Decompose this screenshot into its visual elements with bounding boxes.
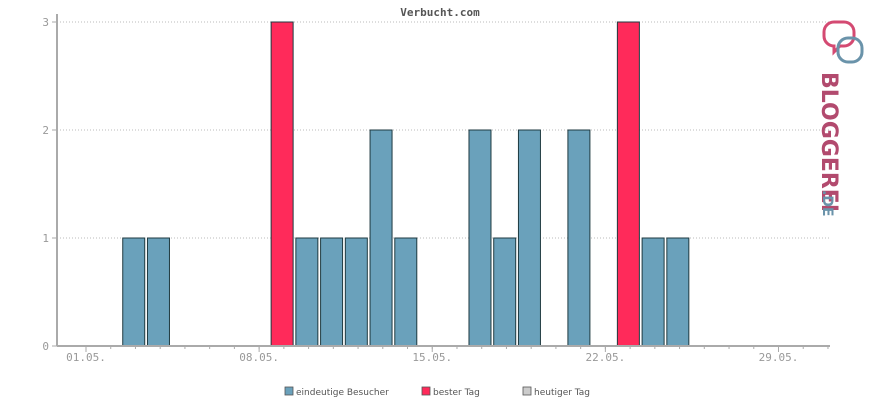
- bloggerei-logo: BLOGGEREI .DE: [816, 20, 864, 217]
- bar: [122, 237, 146, 347]
- bars: [122, 21, 690, 347]
- x-tick-label: 15.05.: [412, 351, 452, 364]
- y-tick-labels: 0 1 2 3: [42, 16, 49, 353]
- x-tick-label: 29.05.: [759, 351, 799, 364]
- y-tick-label: 3: [42, 16, 49, 29]
- bar: [369, 129, 393, 347]
- y-tick-label: 0: [42, 340, 49, 353]
- legend-swatch: [284, 386, 294, 396]
- bar: [146, 237, 170, 347]
- bar: [517, 129, 541, 347]
- bar: [468, 129, 492, 347]
- logo-wordmark: BLOGGEREI: [816, 72, 841, 212]
- bar: [320, 237, 344, 347]
- axes: [52, 14, 830, 352]
- legend-label: heutiger Tag: [534, 388, 590, 398]
- y-tick-label: 1: [42, 232, 49, 245]
- grid-lines: [57, 21, 830, 239]
- x-tick-label: 22.05.: [586, 351, 626, 364]
- legend: eindeutige Besucher bester Tag heutiger Ta…: [284, 386, 590, 398]
- y-tick-label: 2: [42, 124, 49, 137]
- legend-label: bester Tag: [433, 388, 480, 398]
- x-tick-label: 01.05.: [66, 351, 106, 364]
- bar-best-day: [270, 21, 294, 347]
- bar: [295, 237, 319, 347]
- x-tick-label: 08.05.: [239, 351, 279, 364]
- x-tick-labels: 01.05. 08.05. 15.05. 22.05. 29.05.: [66, 351, 798, 364]
- chart-title: Verbucht.com: [400, 6, 480, 19]
- bar: [344, 237, 368, 347]
- legend-swatch: [522, 386, 532, 396]
- speech-bubbles-icon: [822, 20, 864, 64]
- legend-label: eindeutige Besucher: [296, 388, 389, 398]
- bar: [567, 129, 591, 347]
- bar: [666, 237, 690, 347]
- logo-domain-suffix: .DE: [819, 190, 835, 217]
- bar: [394, 237, 418, 347]
- bar: [641, 237, 665, 347]
- bar-best-day: [616, 21, 640, 347]
- legend-swatch: [421, 386, 431, 396]
- bar: [493, 237, 517, 347]
